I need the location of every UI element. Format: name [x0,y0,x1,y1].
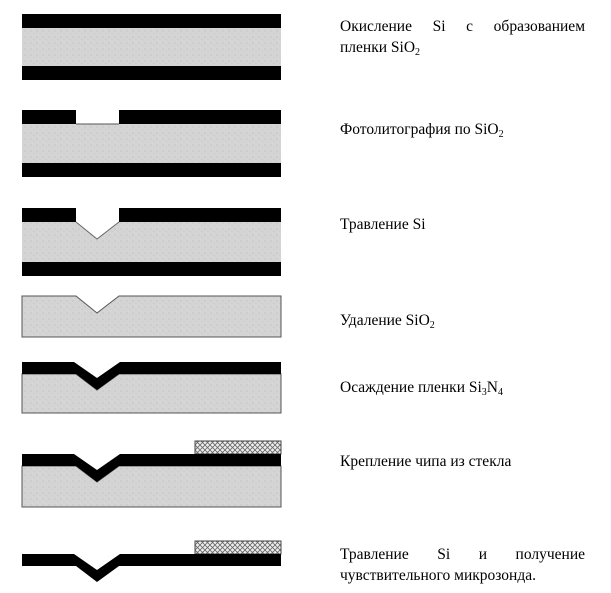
silicon-substrate [22,124,281,163]
top-oxide-film-left [22,208,76,222]
nitride-film [22,362,281,390]
label-attach-glass: Крепление чипа из стекла [340,453,512,470]
label-photolithography: Фотолитография по SiO2 [340,121,504,140]
bottom-oxide-film [22,262,281,276]
step-2-wafer [22,110,281,177]
bottom-oxide-film [22,66,281,80]
label-line: Окисление Si с образованием [340,18,585,35]
step-7-probe [22,540,282,582]
label-oxidation: Окисление Si с образованием пленки SiO2 [340,16,585,63]
label-si-etch: Травление Si [340,216,426,233]
silicon-substrate [22,28,281,66]
silicon-substrate [21,295,282,338]
label-deposit-si3n4: Осаждение пленки Si3N4 [340,379,503,398]
label-line: пленки SiO2 [340,39,421,58]
silicon-substrate [21,373,282,414]
glass-chip [194,440,282,455]
bottom-oxide-film [22,163,281,177]
silicon-substrate [21,465,282,508]
nitride-probe [22,554,281,582]
top-oxide-film [22,14,281,28]
label-line: Травление Si и получение [340,546,585,563]
silicon-substrate [22,222,281,262]
step-4-wafer [21,295,282,338]
top-oxide-film-left [22,110,76,124]
label-final-etch: Травление Si и получение чувствительного… [340,544,585,586]
step-1-wafer [22,14,281,80]
top-oxide-film-right [119,110,281,124]
label-line: чувствительного микрозонда. [340,567,536,584]
v-groove [75,221,120,240]
glass-chip [194,540,282,555]
step-5-wafer [21,362,282,414]
nitride-film [22,454,281,482]
step-6-wafer [21,440,282,508]
top-oxide-film-right [119,208,281,222]
step-3-wafer [22,208,281,276]
label-remove-sio2: Удаление SiO2 [340,312,435,331]
